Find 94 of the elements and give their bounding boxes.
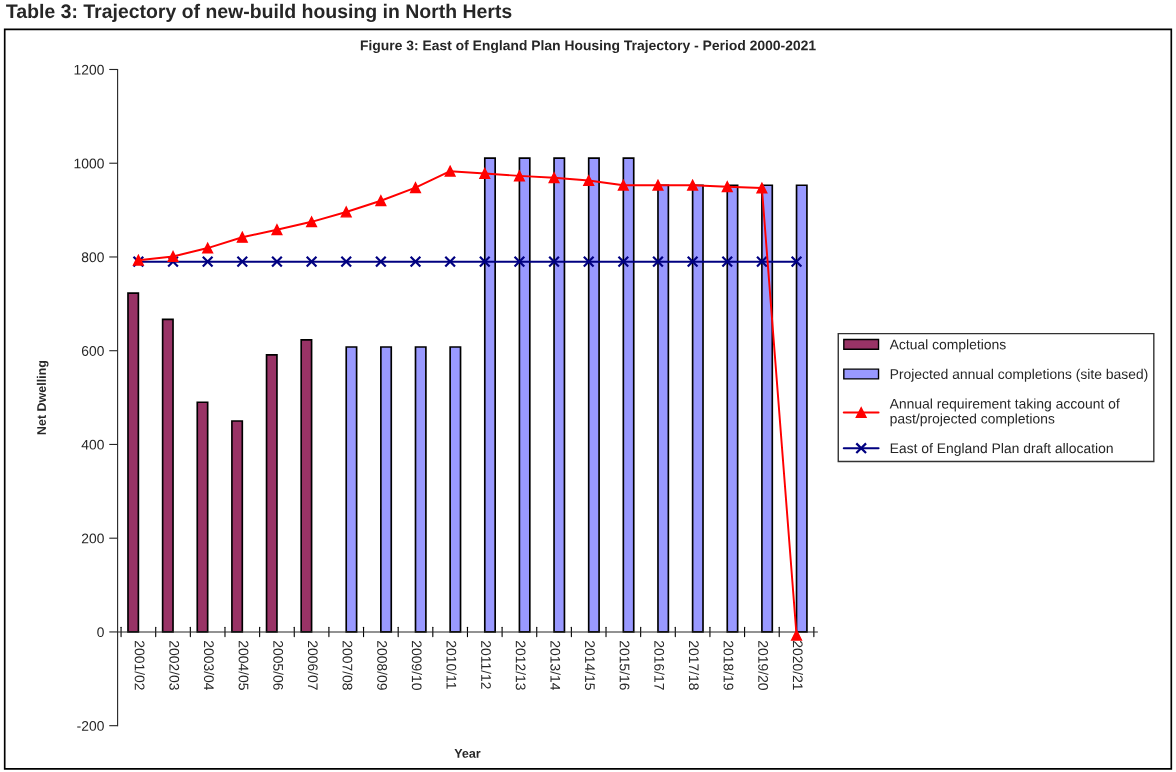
y-tick-label: 600 [81, 346, 104, 356]
x-tick-label: 2008/09 [377, 640, 388, 690]
point [790, 629, 803, 641]
point [409, 255, 422, 268]
bar [553, 157, 566, 633]
point [444, 165, 456, 177]
x-tick-label: 2005/06 [273, 640, 284, 690]
bar [726, 184, 739, 633]
bar [691, 184, 704, 633]
point [721, 181, 733, 193]
point [548, 255, 561, 268]
point [479, 167, 491, 180]
bar [161, 318, 174, 633]
point [270, 255, 283, 268]
x-tick-label: 2014/15 [584, 640, 596, 690]
bar [300, 339, 313, 633]
point [201, 255, 214, 268]
point [687, 179, 699, 191]
x-tick-label: 2011/12 [481, 640, 492, 689]
point [617, 179, 629, 191]
chart-title: Figure 3: East of England Plan Housing Trajectory - Period 2000-2021 [360, 40, 816, 54]
bar [345, 346, 358, 633]
point [583, 175, 595, 187]
point [756, 182, 768, 194]
point [375, 195, 387, 207]
bar [196, 401, 209, 633]
x-tick-label: 2020/21 [792, 640, 804, 690]
y-tick-label: 1200 [74, 64, 104, 75]
legend-label: East of England Plan draft allocation [890, 443, 1113, 456]
x-tick-label: 2013/14 [550, 640, 561, 691]
point [513, 255, 526, 268]
bar [657, 184, 670, 633]
x-tick-label: 2001/02 [134, 640, 145, 690]
point [548, 172, 560, 184]
point [340, 206, 352, 218]
x-tick-label: 2003/04 [203, 640, 215, 691]
bar [587, 157, 600, 633]
bar [380, 346, 393, 633]
point [167, 250, 179, 263]
point [340, 255, 353, 268]
x-tick-label: 2012/13 [515, 640, 526, 690]
point [167, 255, 179, 268]
x-axis-title: Year [454, 749, 481, 758]
x-tick-label: 2019/20 [758, 640, 769, 690]
point [617, 255, 630, 268]
point [652, 255, 664, 268]
x-tick-label: 2010/11 [446, 640, 457, 689]
bar [127, 292, 140, 633]
y-tick-label: 1000 [74, 158, 104, 169]
point [374, 255, 387, 268]
y-tick-label: -200 [77, 721, 104, 731]
point [306, 216, 318, 228]
caption: Table 3: Trajectory of new-build housing in North Herts [6, 3, 512, 23]
x-tick-label: 2015/16 [619, 640, 630, 690]
y-tick-label: 200 [81, 533, 104, 544]
point [513, 170, 525, 182]
x-tick-label: 2017/18 [688, 640, 700, 690]
point [202, 242, 214, 254]
point [686, 255, 699, 268]
point [409, 182, 422, 194]
y-axis-title: Net Dwelling [36, 360, 49, 435]
point [790, 255, 803, 268]
x-tick-label: 2018/19 [723, 640, 734, 690]
point [444, 255, 457, 268]
x-tick-label: 2016/17 [654, 640, 665, 690]
legend-label: Actual completions [889, 339, 1006, 353]
legend-label: Annual requirement taking account of past/projected completions [889, 398, 1120, 427]
point [755, 255, 768, 268]
x-tick-label: 2009/10 [411, 640, 422, 690]
bar [483, 157, 497, 633]
point [305, 255, 318, 268]
bar [518, 157, 531, 633]
point [478, 255, 491, 268]
bar [761, 184, 774, 633]
y-tick-label: 800 [81, 252, 104, 263]
x-tick-label: 2002/03 [169, 640, 180, 690]
bar [449, 346, 462, 633]
bar [265, 354, 278, 633]
y-tick-label: 400 [81, 439, 104, 450]
bar [414, 346, 427, 633]
point [721, 255, 734, 268]
bar [231, 420, 244, 633]
point [236, 255, 249, 268]
point [236, 231, 248, 243]
bar [622, 157, 635, 633]
y-tick-label: 0 [97, 627, 104, 638]
point [582, 255, 595, 268]
x-tick-label: 2004/05 [238, 640, 249, 690]
x-tick-label: 2007/08 [342, 640, 353, 690]
x-tick-label: 2006/07 [307, 640, 319, 690]
legend-label: Projected annual completions (site based) [890, 368, 1148, 382]
bar [795, 184, 808, 633]
point [652, 179, 664, 191]
point [271, 224, 283, 236]
